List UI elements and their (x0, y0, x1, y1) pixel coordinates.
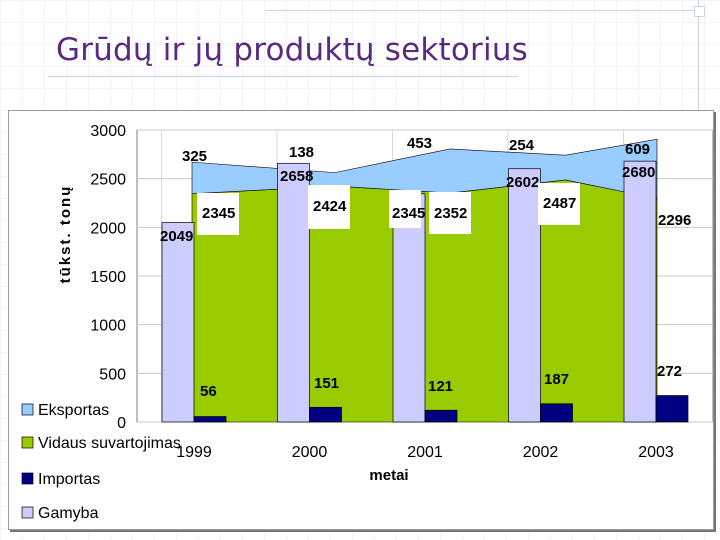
label-gamyba-2003: 2680 (622, 164, 655, 181)
legend-swatch-importas (21, 472, 34, 485)
y-tick-2500: 2500 (90, 172, 126, 189)
label-eksportas-2000: 138 (289, 144, 314, 161)
legend-label-gamyba: Gamyba (38, 505, 99, 522)
y-tick-500: 500 (99, 366, 126, 383)
y-tick-1000: 1000 (90, 318, 126, 335)
label-eksportas-2003: 609 (625, 141, 650, 158)
label-eksportas-2001: 453 (407, 135, 432, 152)
legend-swatch-gamyba (21, 506, 34, 519)
legend: Eksportas Vidaus suvartojimas Importas G… (21, 402, 181, 522)
x-tick-1999: 1999 (176, 444, 212, 461)
label-vidaus-suvartojimas-2002: 2487 (543, 195, 576, 212)
label-gamyba-2001: 2345 (392, 205, 425, 222)
legend-swatch-eksportas (21, 403, 34, 416)
label-gamyba-2001-bg (389, 190, 421, 228)
legend-label-importas: Importas (38, 471, 100, 488)
label-vidaus-suvartojimas-2001: 2352 (434, 205, 467, 222)
bar-series (161, 160, 689, 423)
legend-label-eksportas: Eksportas (38, 402, 109, 419)
bar-importas-1999 (193, 416, 227, 423)
slide-right-rule (698, 0, 699, 115)
bar-gamyba-2002 (508, 168, 541, 423)
x-tick-2000: 2000 (292, 444, 328, 461)
label-importas-2000: 151 (314, 375, 339, 392)
label-importas-2002: 187 (544, 371, 569, 388)
y-axis-title: tūkst. tonų (57, 185, 74, 284)
x-tick-labels: 1999 2000 2001 2002 2003 (176, 444, 674, 461)
label-importas-2001: 121 (428, 378, 453, 395)
bar-importas-2000 (309, 406, 342, 423)
bar-gamyba-2000 (277, 162, 310, 423)
x-tick-2003: 2003 (638, 444, 674, 461)
y-tick-1500: 1500 (90, 269, 126, 286)
y-tick-0: 0 (117, 415, 126, 432)
x-tick-2002: 2002 (523, 444, 559, 461)
label-vidaus-suvartojimas-2000-bg (308, 185, 350, 229)
bar-gamyba-2003 (623, 160, 657, 423)
x-tick-2001: 2001 (407, 444, 443, 461)
label-importas-1999: 56 (200, 383, 217, 400)
bar-importas-2002 (540, 403, 573, 423)
slide-corner-marker (694, 6, 705, 17)
label-gamyba-2000: 2658 (280, 168, 313, 185)
y-tick-3000: 3000 (90, 123, 126, 140)
label-vidaus-suvartojimas-1999-bg (197, 193, 239, 235)
legend-label-vidaus-suvartojimas: Vidaus suvartojimas (38, 435, 181, 452)
bar-gamyba-2001 (392, 193, 426, 423)
label-vidaus-suvartojimas-2002-bg (538, 183, 580, 225)
x-axis-title: metai (369, 467, 408, 484)
label-gamyba-2002: 2602 (506, 174, 539, 191)
legend-swatch-vidaus-suvartojimas (21, 436, 34, 449)
label-eksportas-1999: 325 (182, 148, 207, 165)
label-vidaus-suvartojimas-2001-bg (429, 192, 471, 234)
slide-top-rule (265, 0, 700, 11)
y-tick-2000: 2000 (90, 220, 126, 237)
bar-importas-2003 (655, 395, 689, 423)
label-eksportas-2002: 254 (509, 137, 535, 154)
title-underline (48, 76, 518, 77)
bar-importas-2001 (424, 409, 458, 423)
label-gamyba-1999: 2049 (160, 228, 193, 245)
label-vidaus-suvartojimas-2000: 2424 (313, 198, 347, 215)
label-vidaus-suvartojimas-2003: 2296 (658, 212, 691, 229)
bar-gamyba-1999 (161, 222, 195, 423)
slide-title: Grūdų ir jų produktų sektorius (56, 32, 529, 68)
y-tick-labels: 0 500 1000 1500 2000 2500 3000 (90, 123, 126, 432)
label-vidaus-suvartojimas-1999: 2345 (202, 205, 235, 222)
label-importas-2003: 272 (657, 363, 682, 380)
